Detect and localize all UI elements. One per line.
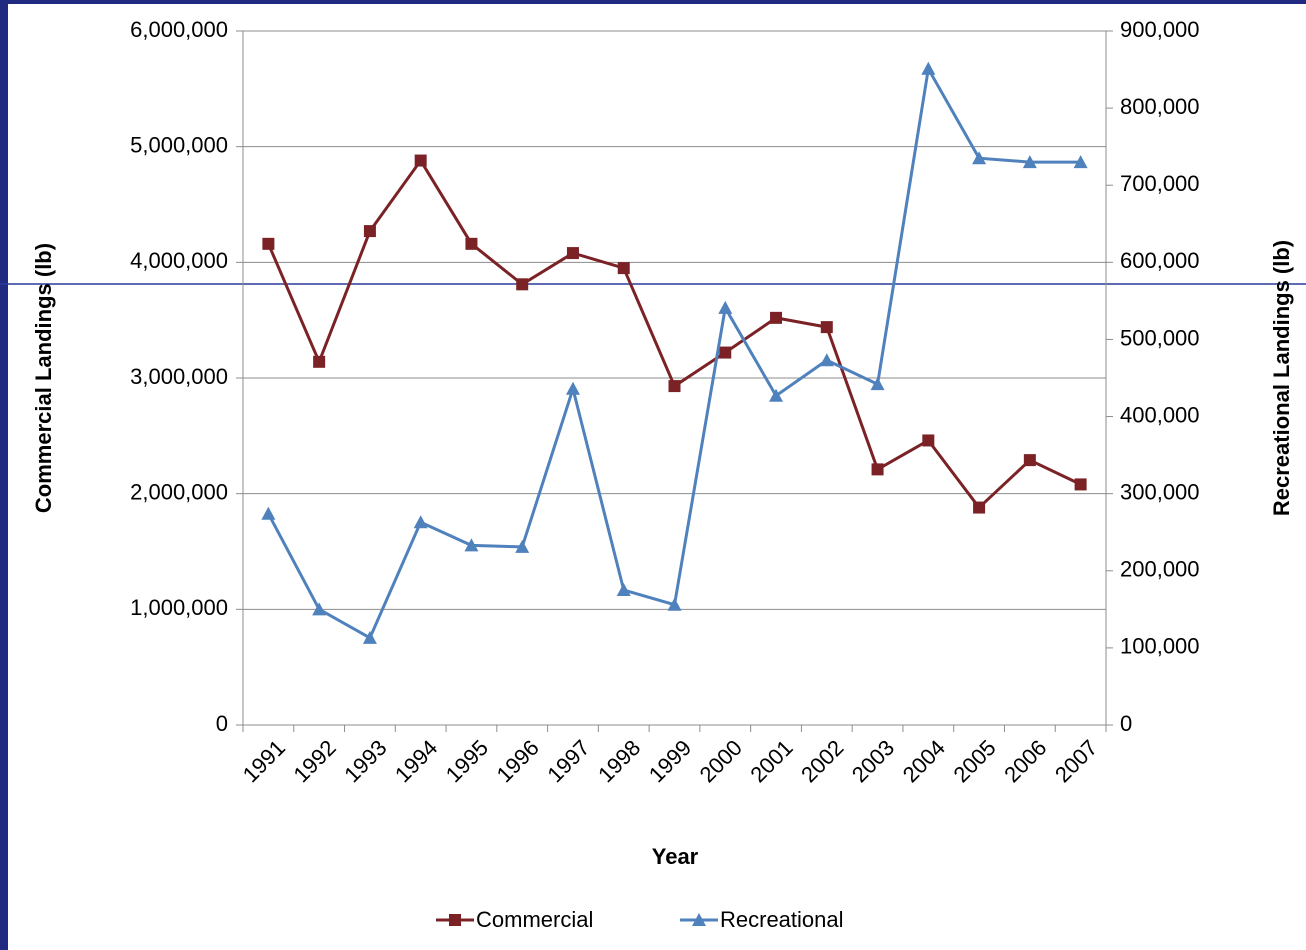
data-point [313, 355, 326, 368]
data-point [667, 597, 682, 611]
data-point [261, 506, 276, 520]
y2-tick-label: 100,000 [1120, 634, 1200, 659]
data-point [465, 237, 478, 250]
data-point [819, 353, 834, 367]
y2-tick-label: 300,000 [1120, 479, 1200, 504]
legend-label: Recreational [720, 907, 844, 932]
legend-marker [692, 913, 706, 926]
data-point [921, 61, 936, 75]
data-point [769, 388, 784, 402]
y-tick-label: 5,000,000 [130, 132, 228, 157]
y2-tick-label: 200,000 [1120, 557, 1200, 582]
y-tick-label: 6,000,000 [130, 17, 228, 42]
data-point [414, 154, 427, 167]
data-point [668, 380, 681, 393]
data-point [922, 434, 935, 447]
y2-tick-label: 500,000 [1120, 325, 1200, 350]
data-point [718, 300, 733, 314]
data-point [1023, 454, 1036, 467]
data-point [566, 247, 579, 260]
data-point [565, 381, 580, 395]
y-tick-label: 2,000,000 [130, 479, 228, 504]
y2-tick-label: 600,000 [1120, 248, 1200, 273]
y-tick-label: 0 [216, 711, 228, 736]
data-point [363, 225, 376, 238]
data-point [1073, 155, 1088, 169]
data-point [617, 262, 630, 275]
data-point [362, 630, 377, 644]
slide-edge [0, 0, 8, 950]
data-point [719, 346, 732, 359]
data-point [871, 463, 884, 476]
data-point [262, 237, 275, 250]
data-point [870, 377, 885, 391]
data-point [1022, 155, 1037, 169]
y-tick-label: 3,000,000 [130, 364, 228, 389]
y2-tick-label: 400,000 [1120, 402, 1200, 427]
data-point [413, 515, 428, 529]
x-axis-title: Year [652, 844, 699, 869]
data-point [515, 539, 530, 553]
data-point [820, 321, 833, 334]
data-point [770, 311, 783, 324]
y-axis-title: Commercial Landings (lb) [31, 243, 56, 513]
y2-tick-label: 700,000 [1120, 171, 1200, 196]
data-point [1074, 478, 1087, 491]
data-point [516, 278, 529, 291]
y2-tick-label: 0 [1120, 711, 1132, 736]
y-tick-label: 1,000,000 [130, 595, 228, 620]
data-point [312, 602, 327, 616]
legend-label: Commercial [476, 907, 593, 932]
data-point [616, 583, 631, 597]
y2-tick-label: 900,000 [1120, 17, 1200, 42]
data-point [972, 151, 987, 165]
slide-edge [0, 0, 1306, 4]
data-point [464, 538, 479, 552]
y2-axis-title: Recreational Landings (lb) [1269, 240, 1294, 516]
y2-tick-label: 800,000 [1120, 94, 1200, 119]
data-point [973, 501, 986, 514]
legend-marker [449, 914, 461, 926]
y-tick-label: 4,000,000 [130, 248, 228, 273]
